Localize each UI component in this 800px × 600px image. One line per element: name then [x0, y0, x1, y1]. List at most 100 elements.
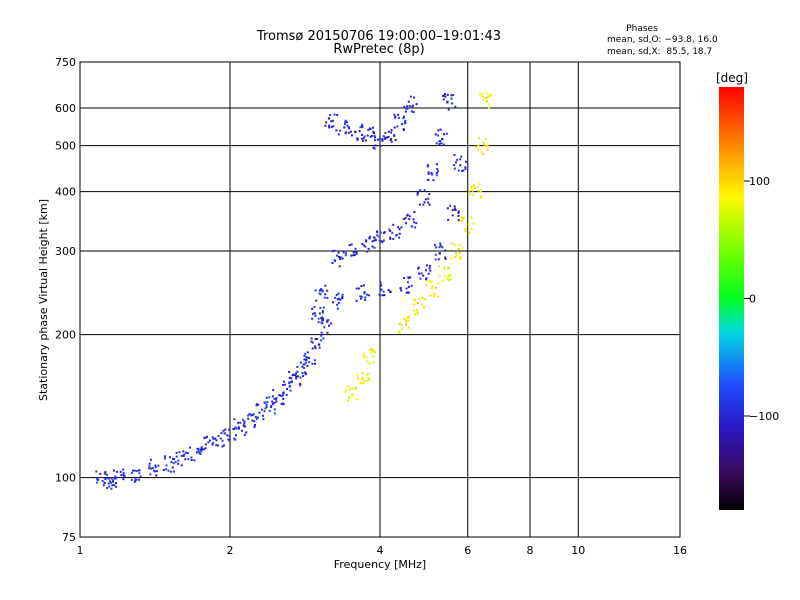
data-point [482, 153, 485, 156]
data-point [197, 450, 200, 453]
data-point [255, 418, 258, 421]
data-point [211, 443, 214, 446]
data-point [233, 428, 236, 431]
data-point [402, 128, 405, 131]
data-point [405, 287, 408, 290]
data-point [222, 429, 225, 432]
data-point [412, 309, 415, 312]
data-point [367, 128, 370, 131]
data-point [382, 290, 385, 293]
data-point [326, 319, 329, 322]
data-point [371, 349, 374, 352]
data-point [168, 456, 171, 459]
data-point [431, 285, 434, 288]
data-point [221, 445, 224, 448]
data-point [413, 298, 416, 301]
data-point [99, 472, 102, 475]
data-point [442, 143, 445, 146]
data-point [335, 293, 338, 296]
data-point [461, 219, 464, 222]
data-point [379, 281, 382, 284]
data-point [173, 458, 176, 461]
data-point [457, 248, 460, 251]
data-point [288, 384, 291, 387]
data-point [411, 105, 414, 108]
data-point [328, 324, 331, 327]
data-point [256, 403, 259, 406]
data-point [203, 448, 206, 451]
data-point [341, 295, 344, 298]
data-point [362, 244, 365, 247]
data-point [412, 218, 415, 221]
data-point [417, 297, 420, 300]
data-point [417, 266, 420, 269]
data-point [367, 247, 370, 250]
data-point [148, 467, 151, 470]
data-point [248, 413, 251, 416]
data-point [378, 239, 381, 242]
data-point [282, 394, 285, 397]
data-point [424, 269, 427, 272]
data-point [427, 171, 430, 174]
data-point [123, 475, 126, 478]
data-point [432, 179, 435, 182]
data-point [275, 400, 278, 403]
data-point [451, 214, 454, 217]
data-point [485, 100, 488, 103]
data-point [354, 387, 357, 390]
data-point [107, 477, 110, 480]
data-point [382, 239, 385, 242]
data-point [453, 153, 456, 156]
data-point [113, 484, 116, 487]
data-point [416, 193, 419, 196]
data-point [359, 382, 362, 385]
data-point [407, 319, 410, 322]
data-point [148, 465, 151, 468]
data-point [271, 395, 274, 398]
data-point [464, 228, 467, 231]
data-point [413, 211, 416, 214]
data-point [303, 354, 306, 357]
data-point [349, 130, 352, 133]
data-point [393, 113, 396, 116]
data-point [430, 287, 433, 290]
data-point [220, 432, 223, 435]
data-point [434, 287, 437, 290]
data-point [400, 226, 403, 229]
data-point [347, 399, 350, 402]
data-point [442, 98, 445, 101]
data-point [404, 119, 407, 122]
data-point [254, 423, 257, 426]
data-point [363, 292, 366, 295]
data-point [336, 303, 339, 306]
data-point [430, 172, 433, 175]
data-point [451, 242, 454, 245]
data-point [439, 244, 442, 247]
data-point [326, 320, 329, 323]
data-point [122, 473, 125, 476]
data-point [130, 471, 133, 474]
data-point [212, 437, 215, 440]
data-point [120, 474, 123, 477]
data-point [352, 254, 355, 257]
data-point [391, 231, 394, 234]
data-point [369, 235, 372, 238]
data-point [359, 295, 362, 298]
data-point [363, 353, 366, 356]
data-point [381, 240, 384, 243]
data-point [331, 250, 334, 253]
data-point [337, 301, 340, 304]
data-point [364, 296, 367, 299]
data-point [333, 259, 336, 262]
data-point [373, 239, 376, 242]
data-point [352, 251, 355, 254]
data-point [389, 237, 392, 240]
data-point [270, 406, 273, 409]
data-point [444, 249, 447, 252]
data-point [447, 279, 450, 282]
data-point [338, 297, 341, 300]
data-point [208, 439, 211, 442]
data-point [180, 454, 183, 457]
data-point [463, 216, 466, 219]
data-point [444, 257, 447, 260]
